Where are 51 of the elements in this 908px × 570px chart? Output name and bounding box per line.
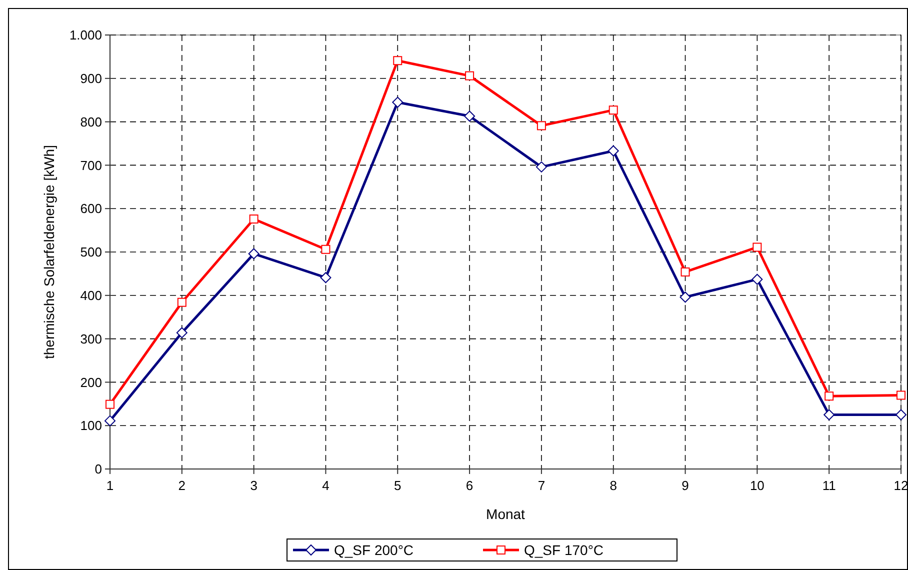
point [536,121,546,130]
point [680,267,690,276]
point [464,110,476,122]
point [896,390,906,400]
y-tick-label: 400 [80,288,102,303]
point [176,327,188,338]
y-tick-label: 200 [80,374,102,390]
x-tick-label: 4 [322,478,330,493]
point [248,248,260,260]
y-tick-label: 700 [80,158,102,173]
point [608,145,619,156]
y-tick-label: 100 [80,418,102,434]
x-tick-label: 10 [750,478,764,493]
x-tick-label: 5 [394,478,402,493]
point [106,400,114,409]
legend-label: Q_SF 170°C [524,542,604,558]
point [680,292,691,303]
x-tick-label: 3 [250,478,258,493]
point [896,409,906,420]
x-tick-label: 8 [610,478,617,493]
y-tick-label: 0 [94,462,102,477]
legend-label: Q_SF 200°C [334,542,414,558]
x-tick-label: 6 [466,478,474,493]
x-tick-label: 7 [538,478,546,493]
x-tick-label: 12 [894,478,908,493]
x-tick-label: 11 [822,478,836,493]
x-tick-label: 2 [178,478,186,493]
point [608,106,618,115]
point [752,274,763,285]
point [393,56,402,66]
x-tick-label: 9 [682,478,689,493]
point [824,409,835,420]
y-tick-label: 1.000 [69,28,102,43]
point [392,96,404,108]
y-tick-label: 800 [80,114,102,130]
point [824,392,834,401]
y-axis-title: thermische Solarfeldenergie [kWh] [41,145,57,359]
point [177,298,186,307]
point [104,415,116,426]
y-tick-label: 600 [80,201,102,216]
y-tick-label: 300 [80,331,102,346]
x-axis-title: Monat [486,506,526,522]
point [321,244,330,254]
x-tick-label: 1 [106,478,114,493]
point [249,214,258,224]
y-tick-label: 900 [80,70,102,86]
y-tick-label: 500 [80,244,102,260]
point [752,242,762,252]
point [465,71,474,80]
point [320,272,332,284]
point [536,161,547,172]
